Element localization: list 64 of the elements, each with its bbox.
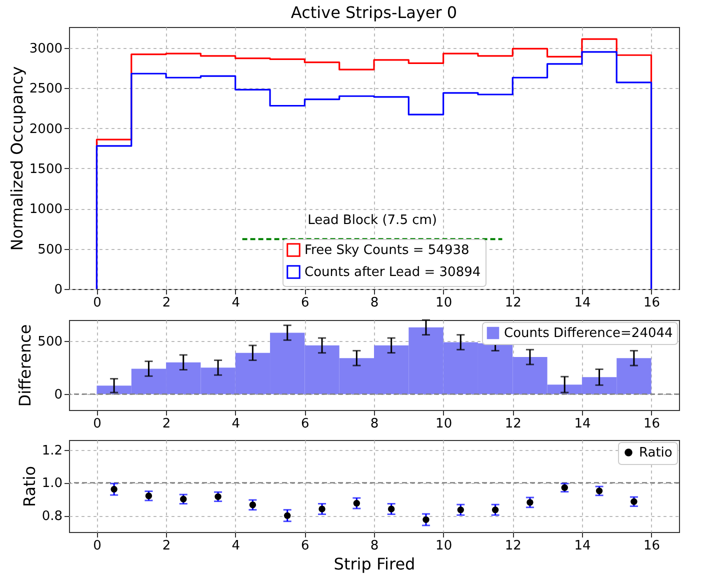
point [630,498,638,505]
x-tick-label: 0 [93,296,102,310]
x-tick-label: 10 [436,538,452,554]
x-tick-label: 16 [644,538,660,554]
x-tick-label: 16 [644,296,660,310]
legend-label: Free Sky Counts = 54938 [304,243,470,258]
point [526,499,534,506]
point [457,506,464,514]
point [180,496,187,502]
x-axis-title: Strip Fired [334,554,416,574]
x-tick-label: 2 [162,416,171,432]
y-axis-title: Difference [16,324,35,407]
chart-title: Active Strips-Layer 0 [290,3,458,22]
y-tick-label: 1.2 [42,443,62,458]
y-tick-label: 0.8 [42,509,62,524]
x-tick-label: 14 [574,296,591,310]
x-tick-label: 4 [232,296,240,310]
x-tick-label: 12 [504,296,522,310]
legend-label: Counts Difference=24044 [504,326,673,341]
x-tick-label: 8 [370,538,379,554]
point [492,506,499,514]
x-tick-label: 14 [574,416,591,432]
y-tick-label: 1500 [29,162,62,177]
y-tick-label: 3000 [29,41,62,56]
point [145,492,152,500]
x-tick-label: 10 [436,296,452,310]
point [318,506,326,512]
legend-label: Ratio [639,446,672,460]
legend-label: Counts after Lead = 30894 [304,265,481,280]
y-axis-title: Normalized Occupancy [7,66,26,251]
x-tick-label: 8 [370,416,379,432]
point [353,500,360,507]
x-tick-label: 4 [232,416,240,432]
point [214,493,222,500]
x-tick-label: 6 [301,416,310,432]
x-tick-label: 12 [504,538,522,554]
x-tick-label: 16 [644,416,660,432]
point [596,488,603,494]
x-tick-label: 14 [574,538,591,554]
y-tick-label: 2500 [29,82,62,97]
x-tick-label: 2 [162,538,171,554]
y-axis-title: Ratio [20,466,39,508]
point [422,516,430,524]
x-tick-label: 4 [232,538,240,554]
y-tick-label: 1000 [29,202,62,218]
x-tick-label: 6 [301,296,310,310]
x-tick-label: 2 [162,296,171,310]
y-tick-label: 2000 [29,122,62,137]
x-tick-label: 0 [93,416,102,432]
x-tick-label: 6 [301,538,310,554]
x-tick-label: 8 [370,296,379,310]
x-tick-label: 10 [436,416,452,432]
x-tick-label: 12 [504,416,522,432]
point [249,502,256,508]
y-tick-label: 500 [38,334,62,350]
point [110,486,118,493]
point [388,506,395,512]
y-tick-label: 0 [54,388,62,403]
y-tick-label: 500 [38,242,62,258]
y-tick-label: 0 [54,282,62,298]
point [284,512,291,519]
x-tick-label: 0 [93,538,102,554]
annotation: Lead Block (7.5 cm) [308,213,437,228]
y-tick-label: 1.0 [42,476,62,492]
